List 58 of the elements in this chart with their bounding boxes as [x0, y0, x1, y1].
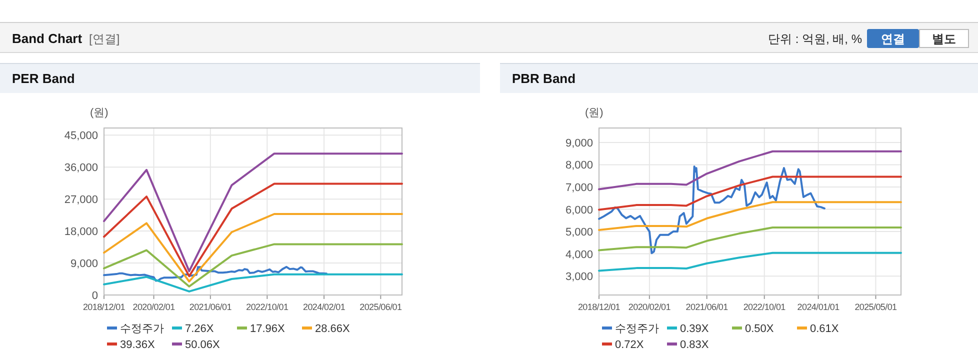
y-tick-label: 8,000: [565, 160, 593, 172]
y-tick-label: 3,000: [565, 271, 593, 284]
line-series: [103, 266, 328, 282]
legend-label: 17.96X: [250, 323, 286, 335]
x-tick-label: 2022/10/01: [743, 302, 786, 312]
x-tick-label: 2021/06/01: [189, 302, 232, 312]
legend-label: 0.50X: [745, 323, 774, 335]
y-tick-label: 9,000: [70, 258, 98, 270]
text: 단위 : 억원, 배, %: [768, 32, 862, 46]
text: [연결]: [89, 32, 120, 46]
x-tick-label: 2022/10/01: [246, 302, 288, 312]
x-tick-label: 2024/02/01: [303, 302, 346, 312]
x-tick-label: 2025/05/01: [854, 302, 898, 312]
x-tick-label: 2020/02/01: [132, 302, 176, 312]
legend-label: 수정주가: [615, 323, 659, 335]
legend-label: 수정주가: [120, 323, 164, 335]
x-tick-label: 2025/06/01: [360, 302, 402, 312]
y-tick-label: 45,000: [64, 130, 98, 142]
line-series: [598, 252, 902, 272]
legend-label: 0.72X: [615, 339, 644, 351]
line-series: [103, 212, 403, 282]
line-series: [598, 166, 826, 254]
legend-label: 50.06X: [185, 339, 221, 351]
x-tick-label: 2024/01/01: [797, 302, 840, 312]
text: Band Chart: [12, 31, 83, 46]
y-tick-label: 5,000: [565, 226, 593, 239]
line-series: [103, 273, 403, 292]
y-tick-label: 6,000: [565, 204, 593, 216]
y-tick-label: 27,000: [64, 194, 98, 206]
line-series: [103, 243, 403, 288]
y-tick-label: 9,000: [565, 137, 593, 150]
line-series: [103, 182, 403, 278]
line-series: [103, 152, 403, 272]
y-tick-label: 7,000: [565, 182, 593, 194]
x-tick-label: 2020/02/01: [628, 302, 671, 312]
legend-label: 0.61X: [810, 323, 840, 335]
chart-title: PBR Band: [512, 71, 576, 86]
x-tick-label: 2021/06/01: [686, 302, 728, 312]
y-tick-label: 4,000: [565, 248, 593, 261]
y-tick-label: 0: [92, 290, 98, 302]
line-series: [598, 201, 902, 231]
legend-label: 0.83X: [680, 339, 710, 351]
y-axis-title: (원): [90, 107, 108, 119]
y-tick-label: 18,000: [64, 226, 98, 238]
chart-title: PER Band: [12, 71, 75, 86]
line-series: [598, 226, 902, 252]
x-tick-label: 2018/12/01: [578, 302, 620, 312]
line-series: [598, 150, 902, 190]
y-axis-title: (원): [585, 107, 604, 119]
text: 별도: [932, 32, 956, 46]
legend-label: 7.26X: [185, 323, 214, 335]
legend-label: 28.66X: [315, 323, 351, 335]
legend-label: 0.39X: [680, 323, 710, 335]
y-tick-label: 36,000: [64, 162, 98, 174]
text: 연결: [881, 32, 905, 46]
x-tick-label: 2018/12/01: [82, 302, 126, 312]
legend-label: 39.36X: [120, 339, 156, 351]
line-series: [598, 176, 902, 211]
